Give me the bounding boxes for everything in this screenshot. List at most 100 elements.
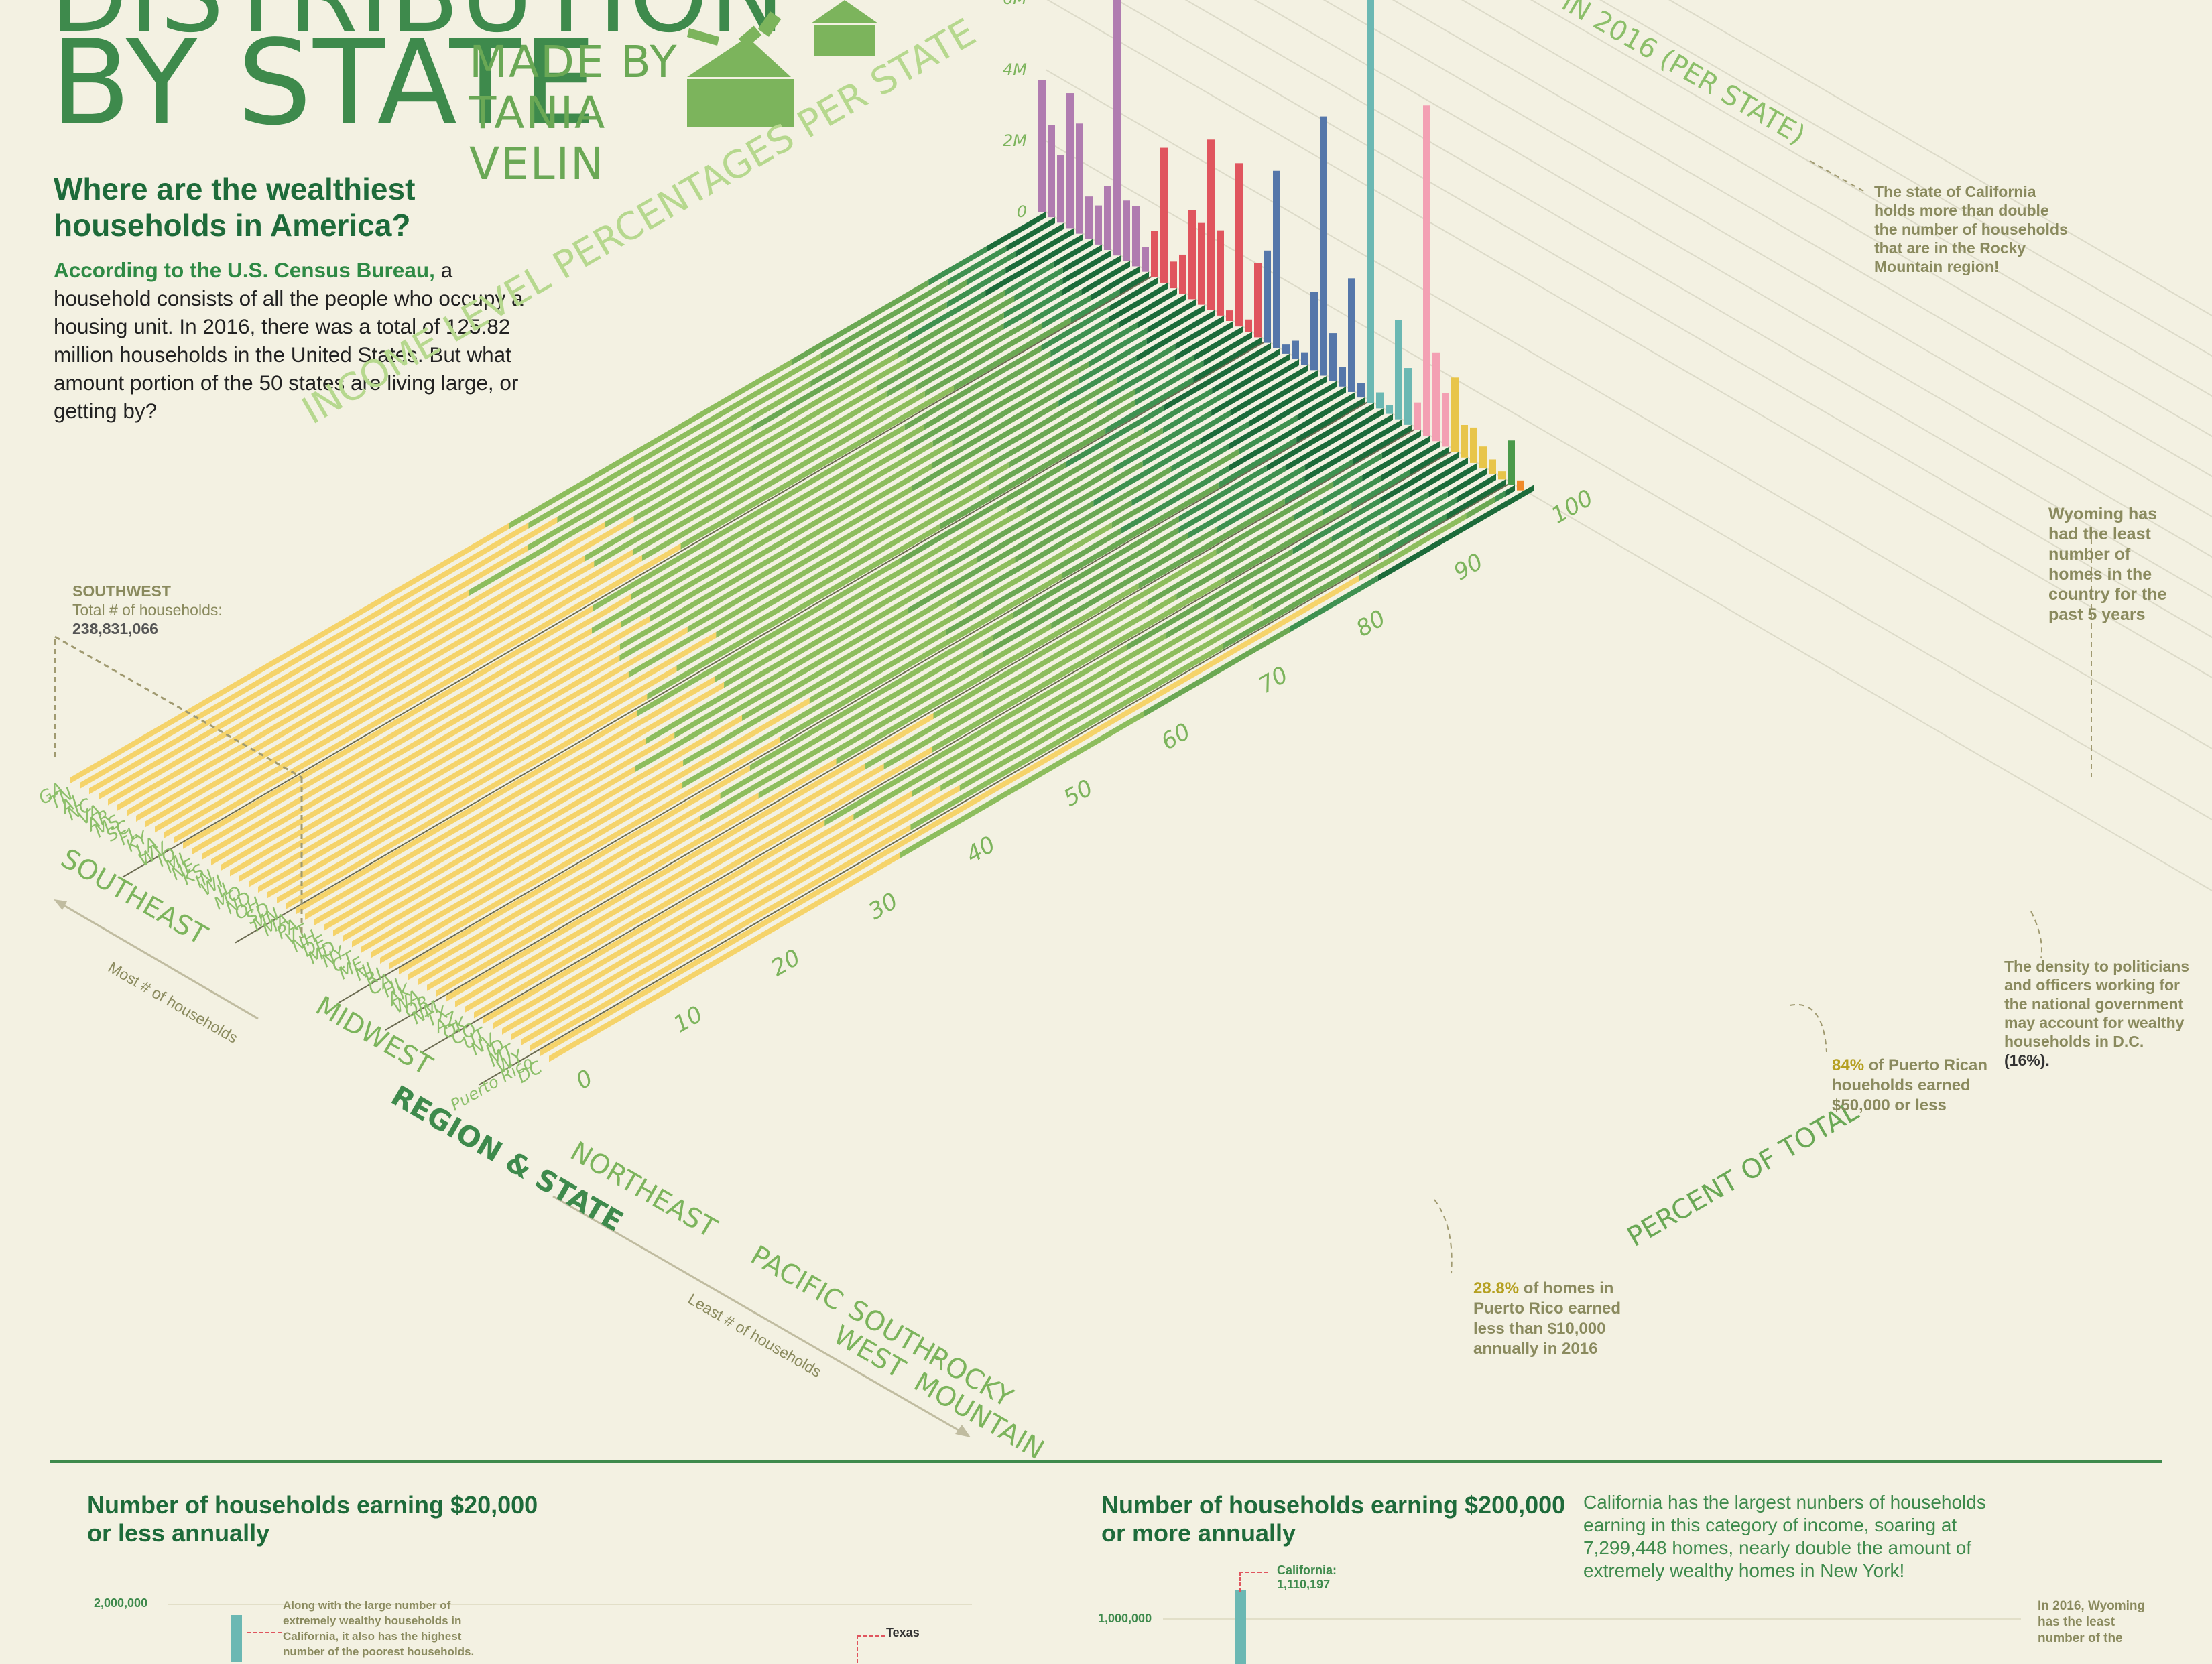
income-segment-ca-2 bbox=[1013, 516, 1179, 619]
percent-tick-20: 20 bbox=[767, 944, 805, 982]
income-segment-wi-4 bbox=[1146, 304, 1205, 345]
low-chart-tick: 2,000,000 bbox=[94, 1596, 148, 1610]
income-segment-nv-1 bbox=[912, 615, 1215, 797]
income-segment-ne-0 bbox=[202, 627, 592, 860]
income-segment-il-2 bbox=[912, 400, 1059, 492]
income-segment-de-2 bbox=[977, 460, 1143, 564]
income-segment-ne-3 bbox=[1050, 322, 1119, 368]
puerto-rico-note-text: of Puerto Rican houeholds earned $50,000… bbox=[1832, 1056, 1988, 1114]
household-bar-ks bbox=[1179, 254, 1186, 294]
income-segment-wy-3 bbox=[1378, 513, 1447, 560]
income-segment-or-0 bbox=[436, 758, 837, 997]
income-segment-md-2 bbox=[908, 500, 1094, 614]
bar-gridline-6m bbox=[1046, 0, 2212, 679]
income-segment-mn-4 bbox=[1193, 337, 1262, 383]
bar-axis-tick-1: 2M bbox=[1003, 131, 1027, 150]
bar-gridline-extra bbox=[1461, 0, 2212, 438]
income-segment-puerto-rico-1 bbox=[1359, 513, 1467, 582]
household-bar-co bbox=[1451, 377, 1459, 452]
income-segment-sc-4 bbox=[1062, 250, 1111, 285]
income-segment-ky-1 bbox=[632, 385, 916, 556]
income-segment-in-4 bbox=[1147, 299, 1196, 334]
income-segment-md-3 bbox=[1093, 438, 1201, 507]
income-segment-hi-3 bbox=[1178, 464, 1286, 533]
income-segment-ca-1 bbox=[749, 612, 1013, 771]
household-bar-oh bbox=[1235, 163, 1243, 327]
income-segment-nv-2 bbox=[1214, 531, 1361, 622]
percent-tick-30: 30 bbox=[864, 887, 902, 925]
house-icon bbox=[687, 0, 878, 127]
income-segment-mn-1 bbox=[647, 523, 940, 700]
income-segment-al-0 bbox=[89, 517, 558, 795]
income-segment-ks-0 bbox=[211, 621, 621, 866]
income-segment-al-1 bbox=[557, 346, 850, 523]
income-segment-wi-0 bbox=[230, 643, 620, 877]
income-segment-ok-4 bbox=[1410, 446, 1449, 476]
income-segment-mt-2 bbox=[1262, 530, 1399, 616]
income-segment-nm-3 bbox=[1333, 452, 1382, 487]
intro-paragraph: According to the U.S. Census Bureau, a h… bbox=[54, 256, 536, 425]
percent-tick-10: 10 bbox=[669, 1001, 707, 1038]
income-segment-de-4 bbox=[1230, 365, 1308, 416]
household-bar-mn bbox=[1254, 263, 1262, 338]
income-segment-va-3 bbox=[908, 290, 986, 342]
income-segment-sc-3 bbox=[1003, 278, 1063, 318]
income-segment-md-1 bbox=[635, 607, 908, 773]
income-segment-ny-0 bbox=[352, 714, 742, 948]
income-segment-de-3 bbox=[1142, 409, 1231, 467]
income-segment-az-4 bbox=[1381, 441, 1440, 481]
income-segment-mt-3 bbox=[1398, 496, 1457, 537]
income-segment-de-1 bbox=[674, 557, 977, 739]
household-bar-nc bbox=[1066, 93, 1074, 229]
puerto-rico-note-value: 84% bbox=[1832, 1056, 1865, 1074]
income-segment-ms-4 bbox=[1062, 244, 1102, 273]
income-segment-oh-0 bbox=[267, 631, 717, 899]
income-segment-co-0 bbox=[483, 820, 825, 1024]
income-segment-az-0 bbox=[465, 763, 884, 1013]
income-segment-ak-1 bbox=[700, 651, 983, 822]
income-segment-ma-4 bbox=[1163, 342, 1271, 411]
income-segment-va-4 bbox=[985, 233, 1083, 296]
income-segment-io-4 bbox=[1109, 277, 1158, 312]
intro-source: According to the U.S. Census Bureau, bbox=[54, 258, 435, 282]
region-separator bbox=[422, 450, 1453, 1053]
texas-label: Texas bbox=[886, 1626, 920, 1639]
income-segment-in-0 bbox=[221, 616, 650, 871]
bar-grid-lines bbox=[1045, 0, 2212, 892]
income-segment-wv-0 bbox=[174, 543, 681, 844]
income-segment-ma-0 bbox=[296, 710, 637, 915]
income-segment-oh-2 bbox=[1008, 388, 1135, 468]
percent-tick-50: 50 bbox=[1059, 775, 1097, 812]
income-segment-id-0 bbox=[511, 785, 941, 1041]
income-segment-puerto-rico-3 bbox=[1495, 490, 1506, 503]
income-segment-io-3 bbox=[1041, 306, 1110, 352]
income-segment-wa-2 bbox=[1051, 527, 1217, 629]
income-segment-la-3 bbox=[1042, 294, 1091, 329]
income-segment-al-4 bbox=[1016, 222, 1064, 257]
income-segment-nd-2 bbox=[940, 400, 1097, 497]
income-segment-in-3 bbox=[1088, 327, 1148, 368]
household-bar-me bbox=[1339, 367, 1346, 387]
household-bar-tx bbox=[1423, 105, 1430, 436]
income-segment-ar-2 bbox=[898, 290, 1005, 359]
income-segment-hi-1 bbox=[720, 635, 993, 799]
income-segment-nc-1 bbox=[528, 381, 811, 552]
income-segment-il-0 bbox=[239, 655, 620, 882]
income-segment-ct-0 bbox=[361, 760, 684, 953]
income-segment-puerto-rico-0 bbox=[540, 575, 1359, 1057]
household-bar-io bbox=[1151, 231, 1158, 277]
bar-gridline-extra bbox=[1323, 0, 2212, 518]
income-segment-wv-4 bbox=[1119, 271, 1149, 295]
bar-gridline-extra bbox=[1668, 0, 2212, 317]
income-segment-puerto-rico-4 bbox=[1505, 485, 1515, 497]
income-segment-sc-0 bbox=[136, 555, 585, 822]
region-separator bbox=[479, 483, 1509, 1086]
income-segment-or-1 bbox=[836, 583, 1139, 765]
income-segment-pa-1 bbox=[715, 507, 1007, 683]
household-bar-nh bbox=[1292, 340, 1299, 360]
income-segment-nv-4 bbox=[1428, 462, 1477, 498]
household-bar-mi bbox=[1160, 147, 1168, 283]
income-segment-ma-1 bbox=[637, 558, 901, 717]
household-bar-il bbox=[1207, 139, 1215, 310]
income-segment-mo-4 bbox=[1175, 315, 1224, 350]
